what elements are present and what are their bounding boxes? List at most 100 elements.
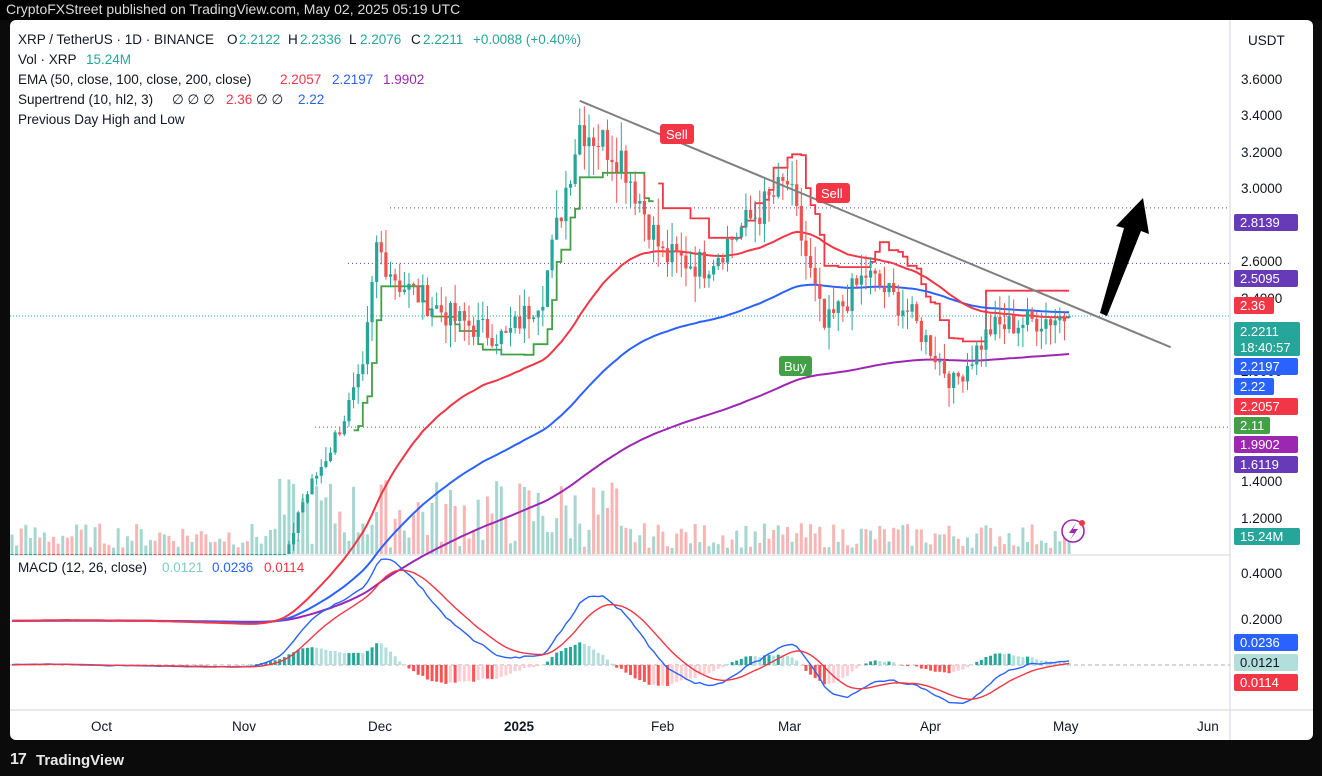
volume-bar — [121, 547, 125, 554]
candle — [624, 145, 628, 204]
candle — [1016, 320, 1020, 347]
candle — [195, 554, 199, 555]
macd-hist-bar — [684, 665, 688, 680]
ohlc-h-label: H — [288, 32, 298, 47]
candle — [208, 554, 213, 555]
svg-text:Buy: Buy — [784, 359, 807, 374]
price-tag-supertrend-support: 2.11 — [1234, 417, 1270, 434]
volume-bar — [887, 541, 891, 554]
macd-tag-signal: 0.0114 — [1234, 674, 1298, 691]
currency-label[interactable]: USDT — [1248, 33, 1285, 48]
candle — [250, 554, 254, 555]
candle — [675, 236, 679, 273]
volume-bar — [61, 535, 65, 554]
macd-hist-bar — [195, 665, 199, 666]
volume-bar — [605, 507, 609, 554]
macd-hist-bar — [232, 665, 236, 666]
volume-bar — [176, 546, 180, 554]
candle — [227, 554, 231, 555]
candle — [204, 554, 208, 555]
candle — [813, 246, 817, 302]
candle — [855, 275, 859, 288]
candle — [222, 554, 226, 555]
volume-bar — [601, 490, 605, 554]
macd-hist-bar — [615, 665, 619, 668]
candle — [656, 198, 660, 267]
candle — [744, 193, 748, 237]
candle — [33, 554, 37, 555]
candle — [892, 268, 896, 295]
macd-hist-bar — [319, 648, 323, 665]
volume-bar — [753, 531, 757, 554]
price-tick: 1.4000 — [1241, 474, 1282, 489]
volume-bar — [15, 545, 19, 554]
candle — [832, 286, 836, 319]
candle — [130, 554, 134, 555]
sell-signal-1: Sell — [660, 124, 694, 144]
volume-bar — [522, 486, 526, 554]
volume-bar — [453, 505, 457, 554]
candle — [633, 171, 637, 216]
macd-hist-bar — [573, 644, 577, 665]
volume-bar — [158, 532, 162, 554]
macd-hist-bar — [329, 650, 333, 665]
volume-bar — [153, 540, 157, 554]
candle — [564, 170, 568, 240]
candle — [508, 306, 513, 347]
macd-hist-bar — [767, 655, 771, 665]
price-tick: 3.6000 — [1241, 72, 1282, 87]
macd-hist-bar — [467, 665, 471, 682]
flash-icon[interactable] — [1061, 519, 1085, 543]
macd-hist-bar — [730, 662, 734, 665]
candle — [47, 554, 51, 555]
candle — [665, 229, 670, 277]
time-axis[interactable]: Oct Nov Dec 2025 Feb Mar Apr May Jun — [91, 719, 1219, 734]
price-tag-ema200: 1.9902 — [1234, 436, 1298, 453]
time-label: Nov — [232, 719, 256, 734]
candle — [882, 266, 887, 309]
volume-bar — [615, 488, 619, 554]
candle — [158, 554, 162, 555]
macd-hist-bar — [896, 664, 900, 666]
candle — [698, 248, 702, 289]
candle — [490, 324, 494, 349]
candle — [1053, 309, 1057, 344]
candle — [88, 554, 93, 555]
candle — [975, 341, 979, 376]
volume-bar — [665, 546, 669, 554]
macd-hist-bar — [324, 649, 328, 665]
macd-hist-bar — [439, 665, 443, 683]
macd-hist-bar — [559, 651, 563, 665]
macd-hist-bar — [65, 664, 69, 666]
chart-canvas[interactable]: XRP / TetherUS · 1D · BINANCE O 2.2122 H… — [10, 20, 1313, 740]
macd-hist-bar — [652, 665, 656, 685]
candle — [707, 270, 711, 288]
macd-hist-bar — [702, 665, 706, 675]
macd-hist-bar — [1007, 653, 1011, 665]
candle — [148, 554, 153, 555]
macd-hist-bar — [361, 653, 365, 665]
candle — [38, 554, 42, 555]
candle — [107, 554, 111, 555]
volume-bar — [402, 530, 406, 554]
volume-bar — [407, 537, 411, 554]
candle — [850, 273, 854, 331]
macd-hist-bar — [282, 657, 286, 665]
macd-hist-bar — [924, 665, 928, 669]
candle — [181, 554, 185, 555]
candle — [462, 302, 466, 341]
volume-bar — [379, 484, 383, 554]
svg-text:0.0121: 0.0121 — [1240, 655, 1280, 670]
candle — [619, 122, 623, 180]
macd-hist-bar — [799, 665, 803, 667]
candle — [712, 259, 716, 281]
macd-hist-bar — [204, 665, 208, 666]
macd-hist-bar — [509, 665, 513, 674]
ema200-line — [12, 353, 1070, 623]
macd-hist-bar — [749, 656, 753, 665]
macd-hist-bar — [850, 665, 854, 672]
ema-legend-label: EMA (50, close, 100, close, 200, close) — [18, 72, 251, 87]
volume-bar — [259, 543, 263, 554]
volume-bar — [370, 524, 374, 554]
volume-bar — [52, 536, 56, 554]
